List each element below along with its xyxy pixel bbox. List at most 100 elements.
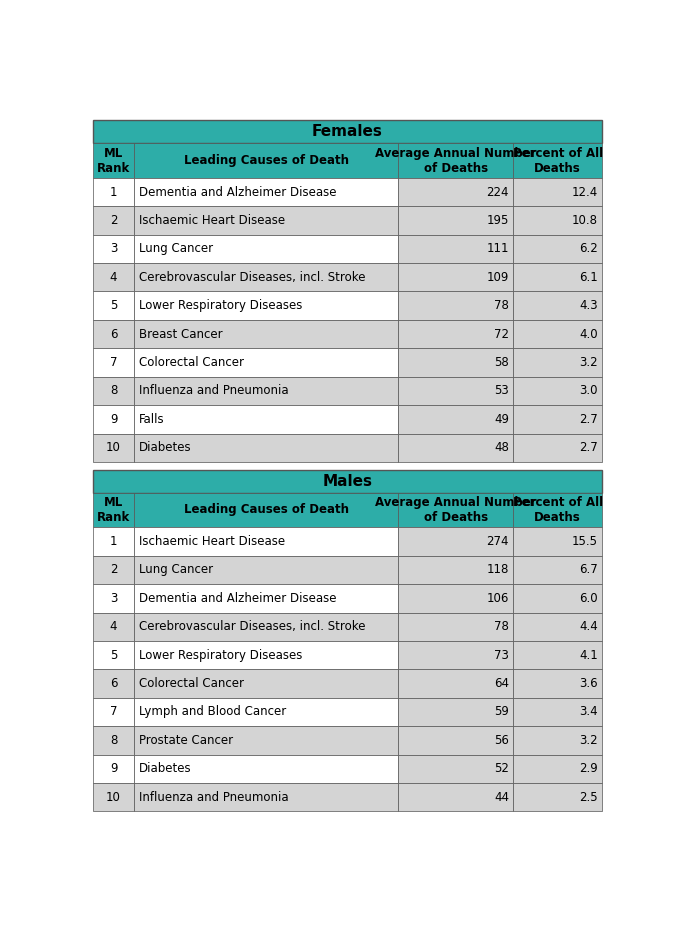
Text: 2.5: 2.5 [580,790,598,804]
Text: Colorectal Cancer: Colorectal Cancer [138,677,243,690]
Bar [93,433,134,462]
Bar [93,754,134,783]
Text: Cerebrovascular Diseases, incl. Stroke: Cerebrovascular Diseases, incl. Stroke [138,271,365,284]
Bar [93,234,134,263]
Bar [93,320,134,349]
Text: 10: 10 [106,790,121,804]
Text: 73: 73 [494,648,509,661]
Bar [93,493,134,527]
Bar [399,178,513,206]
Bar [513,670,602,698]
Text: 64: 64 [494,677,509,690]
Text: 53: 53 [494,384,509,397]
Text: 2.9: 2.9 [580,763,598,776]
Text: Leading Causes of Death: Leading Causes of Death [184,503,349,516]
Text: 3: 3 [110,591,117,604]
Text: 5: 5 [110,299,117,312]
Text: 10: 10 [106,441,121,454]
Text: 8: 8 [110,734,117,747]
Bar [513,493,602,527]
Bar [513,754,602,783]
Bar [93,377,134,405]
Text: 58: 58 [494,356,509,369]
Bar [399,613,513,641]
Text: 2.7: 2.7 [580,413,598,426]
Text: 3.2: 3.2 [580,734,598,747]
Text: Females: Females [312,125,383,140]
Text: Ischaemic Heart Disease: Ischaemic Heart Disease [138,535,285,548]
Text: 8: 8 [110,384,117,397]
Text: 274: 274 [486,535,509,548]
Bar [134,641,399,670]
Bar [513,405,602,433]
Bar [513,234,602,263]
Bar [513,613,602,641]
Text: 106: 106 [487,591,509,604]
Bar [513,377,602,405]
Bar [93,291,134,320]
Text: 52: 52 [494,763,509,776]
Bar [399,754,513,783]
Bar [513,143,602,178]
Text: 49: 49 [494,413,509,426]
Bar [513,584,602,613]
Bar [93,263,134,291]
Bar [399,726,513,754]
Text: Influenza and Pneumonia: Influenza and Pneumonia [138,384,288,397]
Bar [93,726,134,754]
Bar [93,670,134,698]
Text: 6.1: 6.1 [580,271,598,284]
Text: ML
Rank: ML Rank [97,147,130,175]
Bar [93,698,134,726]
Bar [134,178,399,206]
Text: 7: 7 [110,706,117,719]
Bar [134,143,399,178]
Text: 4.0: 4.0 [580,327,598,340]
Bar [399,405,513,433]
Bar [93,178,134,206]
Bar [134,263,399,291]
Text: 12.4: 12.4 [572,185,598,198]
Bar [399,783,513,812]
Text: 9: 9 [110,763,117,776]
Text: 6.0: 6.0 [580,591,598,604]
Text: Lymph and Blood Cancer: Lymph and Blood Cancer [138,706,286,719]
Bar [134,527,399,555]
Bar [134,493,399,527]
Text: Falls: Falls [138,413,164,426]
Bar [399,641,513,670]
Text: Diabetes: Diabetes [138,441,191,454]
Text: Colorectal Cancer: Colorectal Cancer [138,356,243,369]
Bar [93,349,134,377]
Text: 1: 1 [110,535,117,548]
Bar [399,320,513,349]
Bar [399,206,513,234]
Text: Ischaemic Heart Disease: Ischaemic Heart Disease [138,214,285,227]
Bar [134,377,399,405]
Bar [399,349,513,377]
Text: 6: 6 [110,677,117,690]
Bar [513,783,602,812]
Text: Dementia and Alzheimer Disease: Dementia and Alzheimer Disease [138,185,336,198]
Text: Influenza and Pneumonia: Influenza and Pneumonia [138,790,288,804]
Text: Breast Cancer: Breast Cancer [138,327,222,340]
Bar [134,405,399,433]
Bar [513,641,602,670]
Text: 6.7: 6.7 [580,564,598,577]
Bar [399,493,513,527]
Bar [134,670,399,698]
Bar [93,555,134,584]
Bar [513,698,602,726]
Bar [513,320,602,349]
Text: 1: 1 [110,185,117,198]
Text: 2.7: 2.7 [580,441,598,454]
Text: 72: 72 [494,327,509,340]
Bar [93,470,602,493]
Text: 5: 5 [110,648,117,661]
Text: 4: 4 [110,271,117,284]
Text: 78: 78 [494,299,509,312]
Text: Lung Cancer: Lung Cancer [138,564,213,577]
Bar [399,377,513,405]
Text: 2: 2 [110,564,117,577]
Bar [134,433,399,462]
